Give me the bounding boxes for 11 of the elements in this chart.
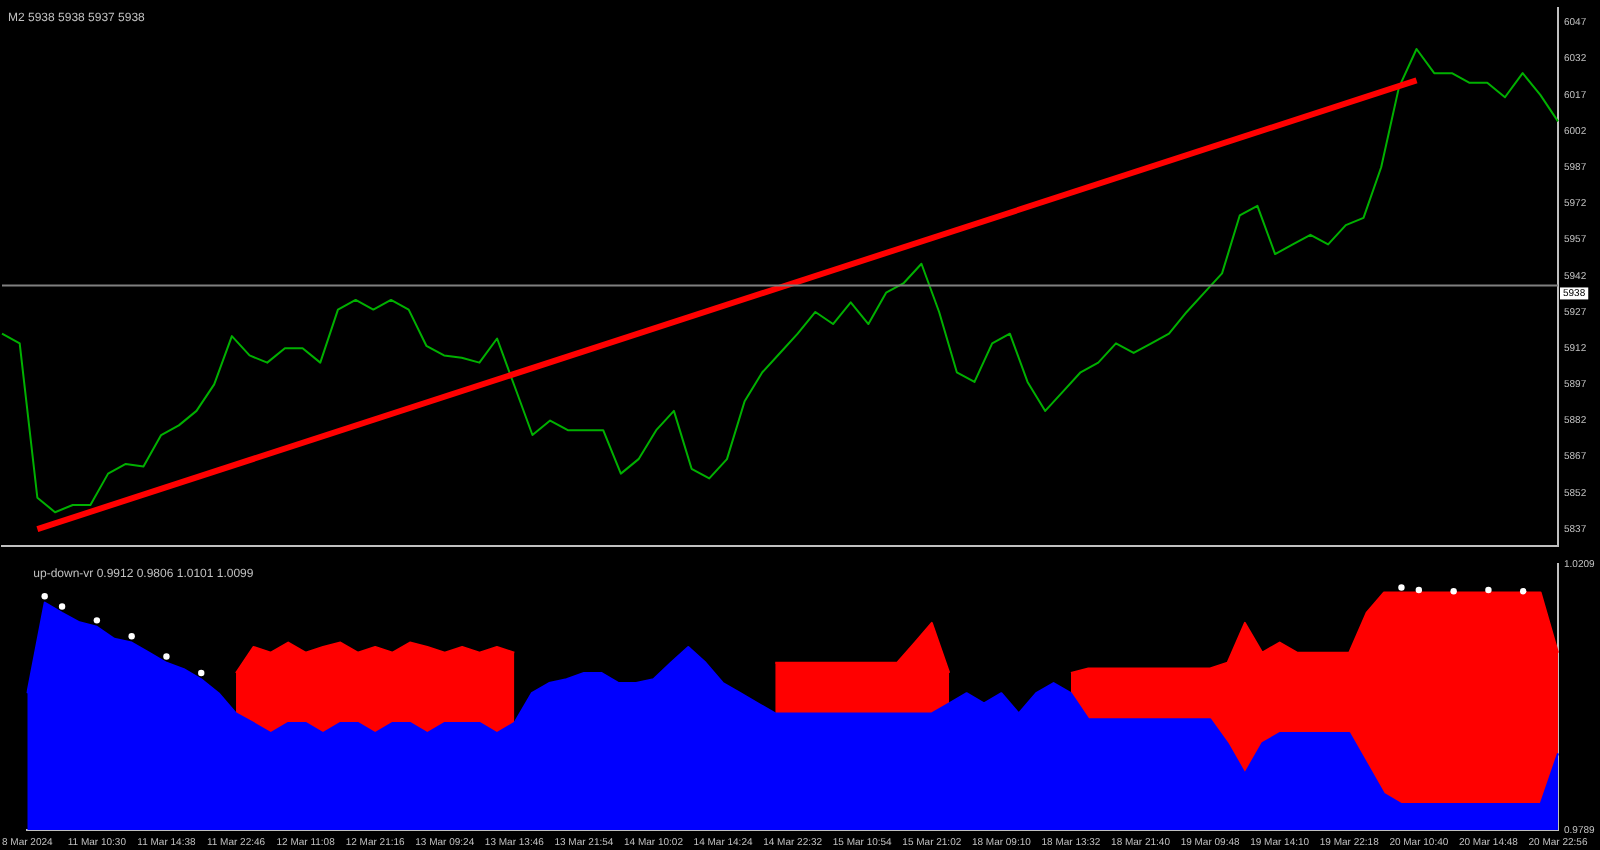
point [1398,584,1405,591]
point [128,633,135,640]
point [58,603,66,610]
point [198,669,205,677]
point [1520,588,1527,595]
point [93,617,101,624]
point [1485,586,1492,594]
point [1450,588,1457,595]
point [41,593,48,600]
point [1415,586,1423,594]
point [163,653,170,660]
